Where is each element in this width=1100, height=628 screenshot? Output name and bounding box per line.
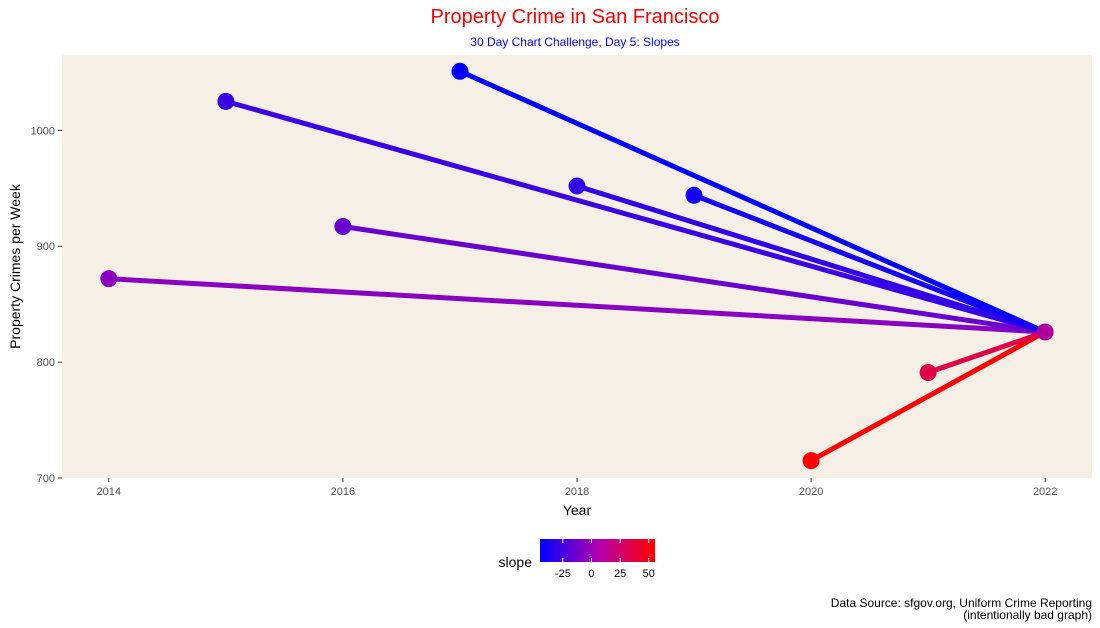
start-point <box>802 452 820 470</box>
x-axis: 2014 2016 2018 2020 2022 <box>97 478 1057 498</box>
start-point <box>451 62 469 80</box>
start-point <box>100 270 118 288</box>
slope-line <box>108 276 1046 335</box>
color-legend: slope -25 0 25 50 <box>499 539 655 580</box>
y-tick-label: 800 <box>37 357 55 369</box>
y-axis-title: Property Crimes per Week <box>7 183 23 349</box>
slope-line <box>576 183 1046 335</box>
legend-tick-label: 50 <box>643 568 655 580</box>
caption-note: (intentionally bad graph) <box>963 608 1092 622</box>
slope-line <box>342 224 1046 335</box>
slope-line <box>225 98 1046 335</box>
end-point <box>1036 323 1054 341</box>
slope-lines <box>108 68 1047 463</box>
legend-tick-label: -25 <box>555 568 571 580</box>
slope-line <box>809 329 1047 463</box>
start-point <box>217 92 235 110</box>
caption: Data Source: sfgov.org, Uniform Crime Re… <box>831 597 1092 621</box>
chart-subtitle: 30 Day Chart Challenge, Day 5: Slopes <box>470 35 680 49</box>
plot-panel <box>62 55 1092 478</box>
legend-color-bar <box>540 539 655 562</box>
y-tick-label: 900 <box>37 241 55 253</box>
x-tick-label: 2014 <box>97 486 121 498</box>
x-axis-title: Year <box>563 502 592 518</box>
x-tick-label: 2016 <box>331 486 355 498</box>
y-axis: 700 800 900 1000 <box>31 125 62 485</box>
slope-line <box>927 329 1047 375</box>
x-tick-label: 2020 <box>799 486 823 498</box>
data-points <box>100 62 1054 470</box>
legend-tick-label: 0 <box>588 568 594 580</box>
caption-source: Data Source: sfgov.org, Uniform Crime Re… <box>830 596 1092 610</box>
slope-line <box>693 192 1047 335</box>
start-point <box>685 186 703 204</box>
y-tick-label: 1000 <box>31 125 55 137</box>
x-tick-label: 2022 <box>1033 486 1057 498</box>
chart-title: Property Crime in San Francisco <box>430 6 720 28</box>
start-point <box>568 177 586 195</box>
legend-title: slope <box>499 554 533 570</box>
start-point <box>334 218 352 236</box>
x-tick-label: 2018 <box>565 486 589 498</box>
slope-line <box>458 68 1047 335</box>
start-point <box>919 364 937 382</box>
y-tick-label: 700 <box>37 473 55 485</box>
legend-tick-label: 25 <box>614 568 626 580</box>
